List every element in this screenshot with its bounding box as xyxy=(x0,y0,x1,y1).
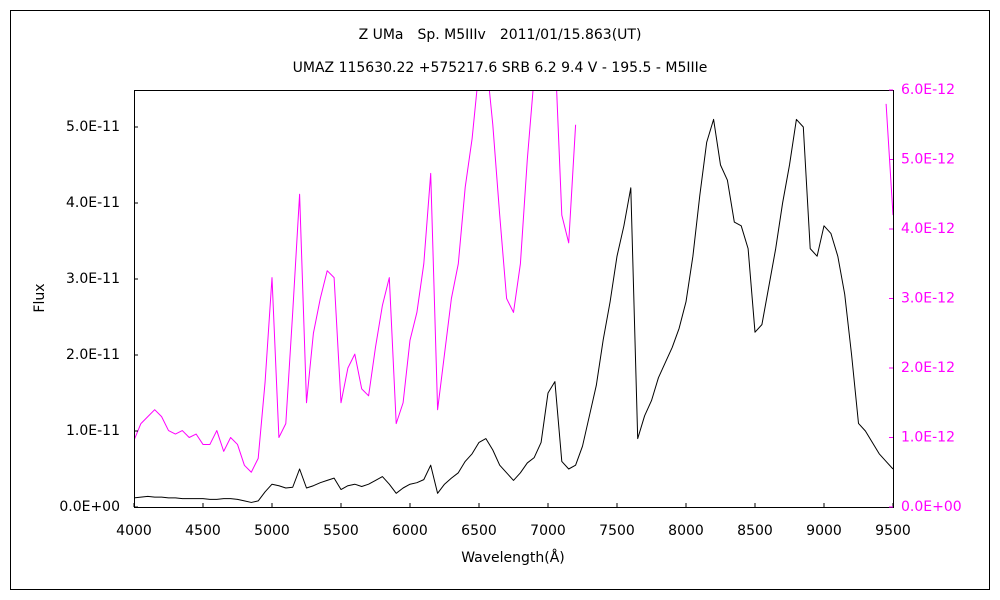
x-tick-label: 7000 xyxy=(530,523,566,539)
y2-tick-label: 3.0E-12 xyxy=(901,291,955,307)
chart-subtitle: UMAZ 115630.22 +575217.6 SRB 6.2 9.4 V -… xyxy=(293,60,708,76)
y-tick-label: 3.0E-11 xyxy=(66,271,120,287)
x-tick-label: 7500 xyxy=(599,523,635,539)
x-tick-label: 8500 xyxy=(737,523,773,539)
plot-frame xyxy=(134,90,894,508)
y2-tick-label: 4.0E-12 xyxy=(901,221,955,237)
y2-tick-label: 2.0E-12 xyxy=(901,360,955,376)
outer-frame xyxy=(10,10,990,590)
x-tick-label: 5500 xyxy=(323,523,359,539)
x-tick-label: 6500 xyxy=(461,523,497,539)
x-tick-label: 4500 xyxy=(185,523,221,539)
y2-tick-label: 0.0E+00 xyxy=(901,499,962,515)
x-tick-label: 9000 xyxy=(806,523,842,539)
x-tick-label: 5000 xyxy=(254,523,290,539)
x-tick-label: 4000 xyxy=(116,523,152,539)
chart-title: Z UMa Sp. M5IIIv 2011/01/15.863(UT) xyxy=(359,27,642,43)
x-tick-label: 6000 xyxy=(392,523,428,539)
x-tick-label: 9500 xyxy=(875,523,911,539)
y-tick-label: 5.0E-11 xyxy=(66,119,120,135)
y-tick-label: 4.0E-11 xyxy=(66,195,120,211)
y2-tick-label: 5.0E-12 xyxy=(901,152,955,168)
y-tick-label: 0.0E+00 xyxy=(59,499,120,515)
y2-tick-label: 1.0E-12 xyxy=(901,430,955,446)
x-axis-label: Wavelength(Å) xyxy=(461,549,565,566)
y2-tick-label: 6.0E-12 xyxy=(901,82,955,98)
spectrum-line xyxy=(134,118,893,503)
y-tick-label: 1.0E-11 xyxy=(66,423,120,439)
y-axis-label: Flux xyxy=(32,283,48,312)
x-tick-label: 8000 xyxy=(668,523,704,539)
y-tick-label: 2.0E-11 xyxy=(66,347,120,363)
